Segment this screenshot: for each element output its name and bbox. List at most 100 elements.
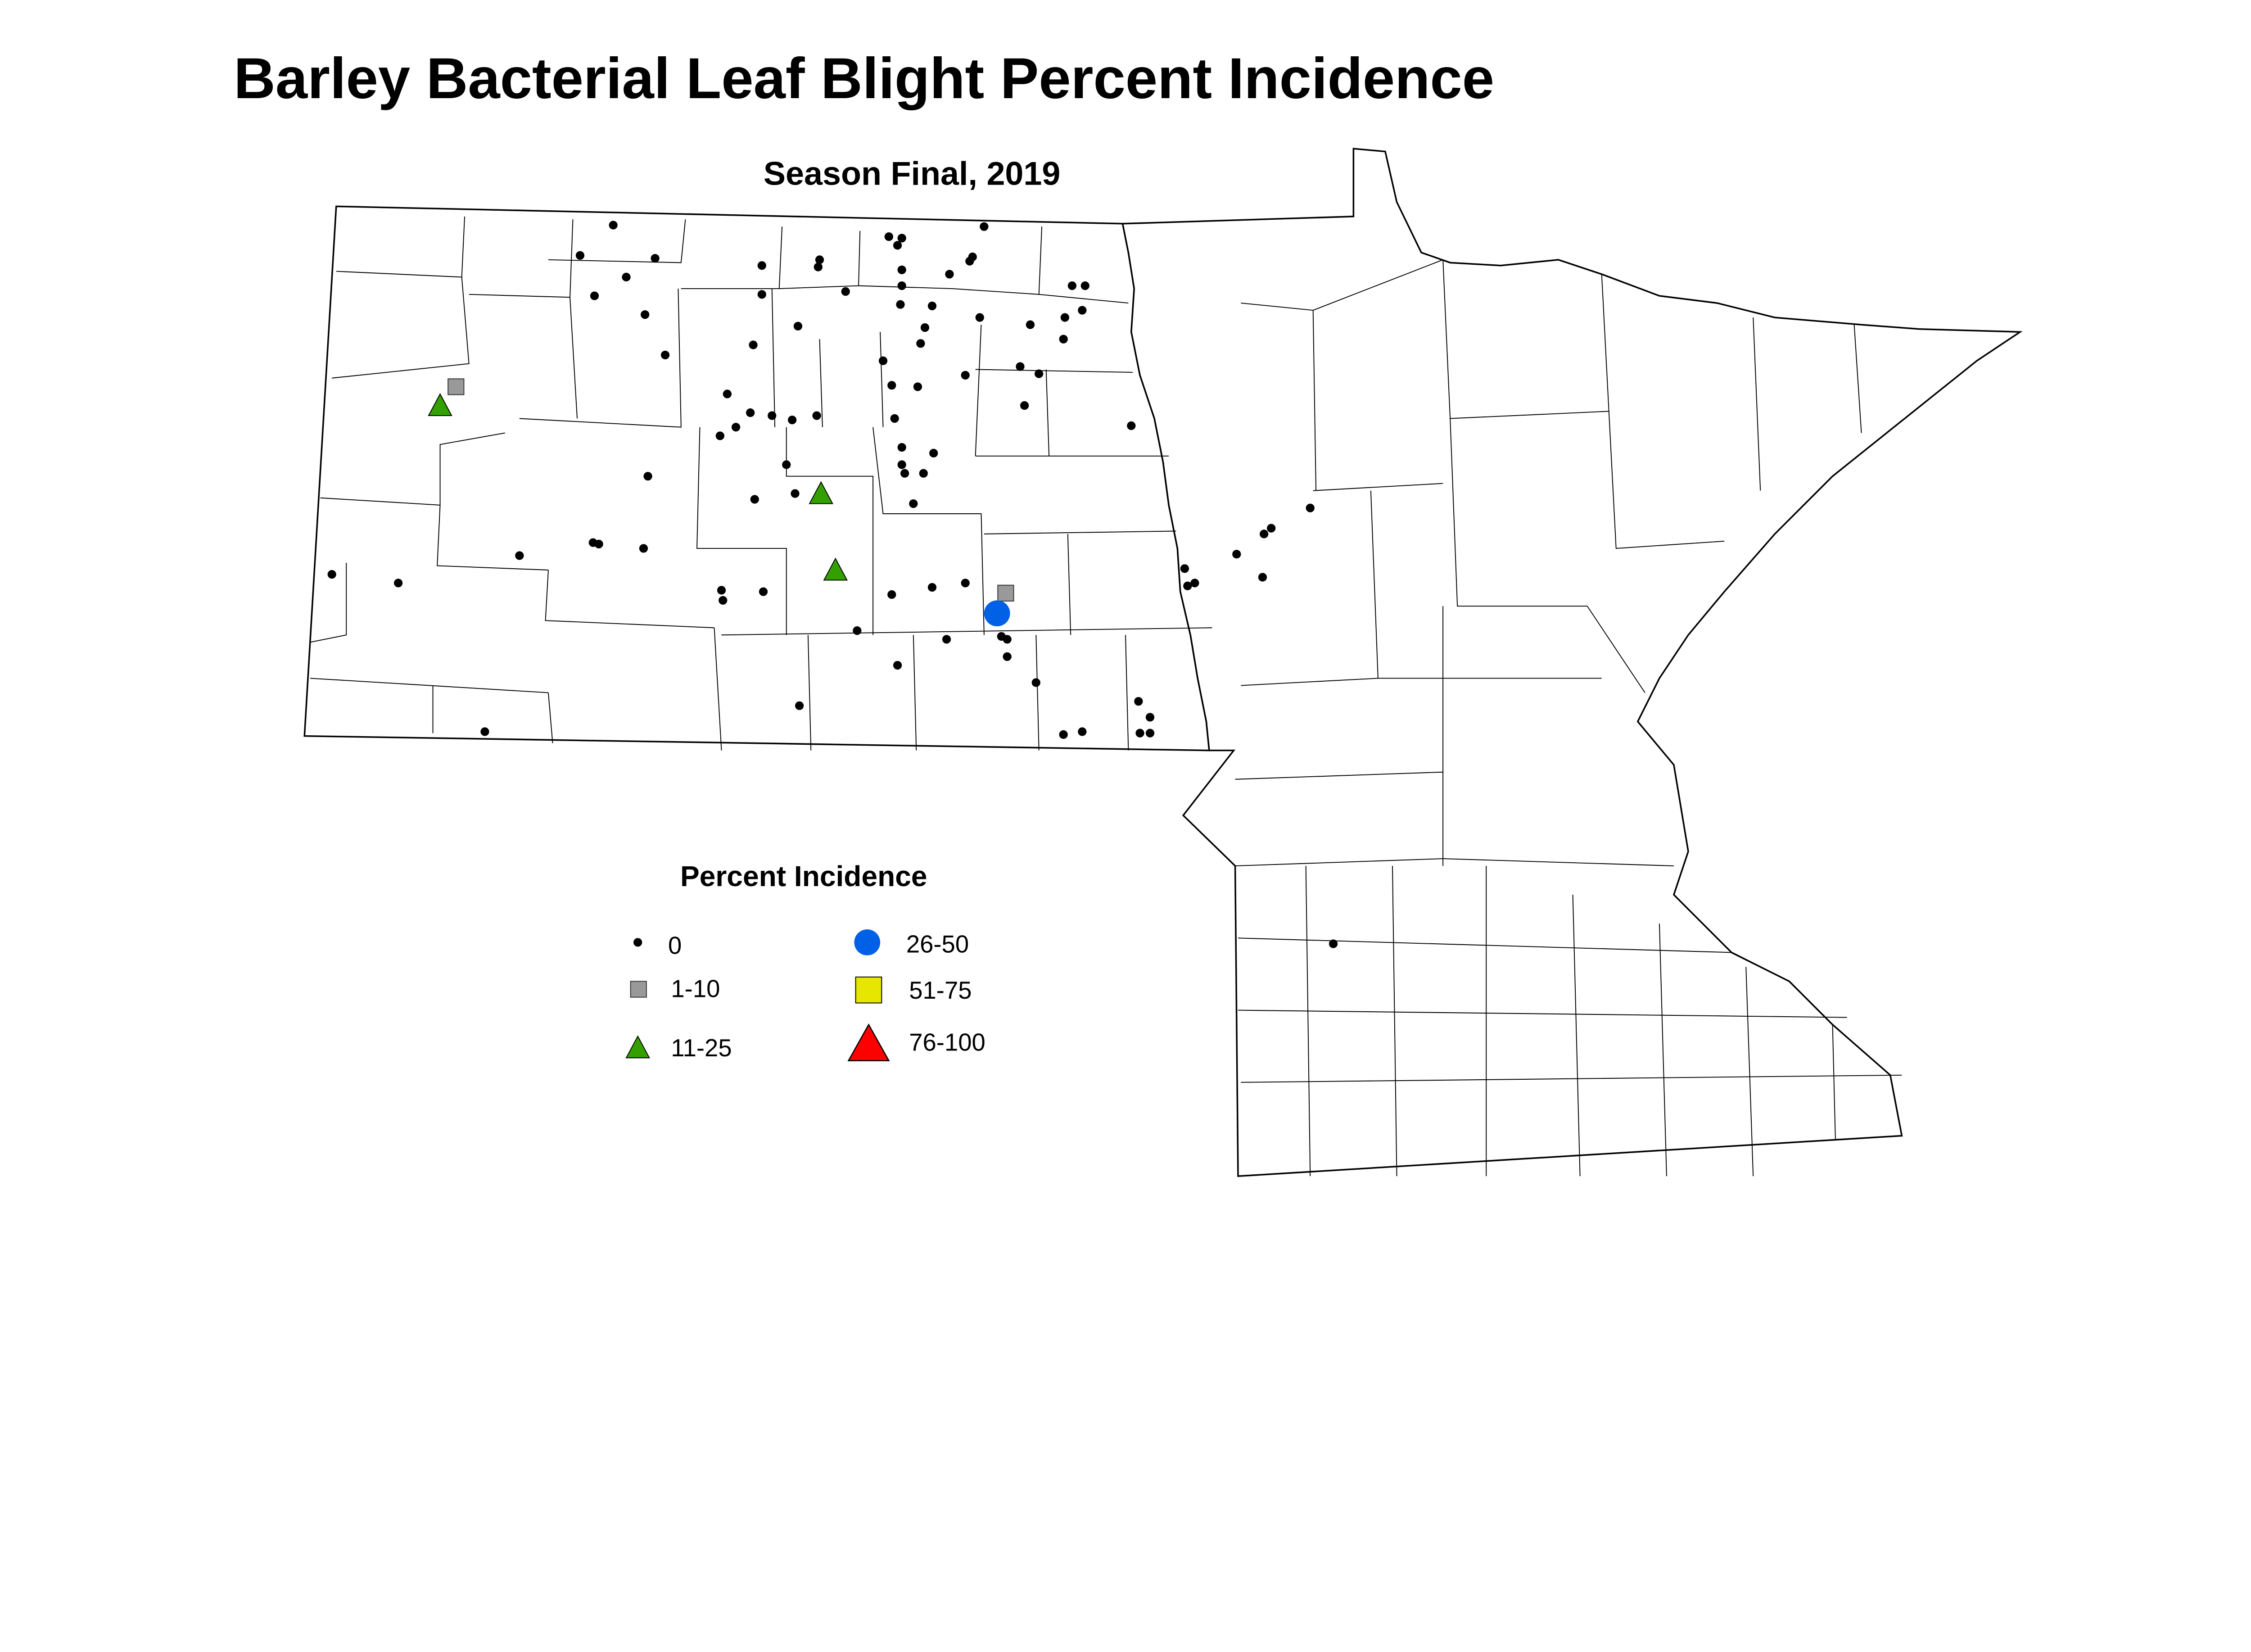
county-boundary: [975, 325, 982, 456]
site-marker-0: [480, 727, 489, 736]
site-marker-0: [1127, 421, 1136, 430]
site-marker-0: [1059, 335, 1068, 344]
site-marker-0: [1232, 550, 1241, 559]
county-boundary: [310, 562, 347, 643]
county-boundary: [1450, 418, 1587, 607]
county-boundary: [332, 277, 470, 379]
site-marker-0: [394, 579, 403, 588]
site-marker-0: [327, 570, 336, 579]
legend-label: 51-75: [909, 977, 972, 1004]
legend-title: Percent Incidence: [680, 860, 927, 892]
site-marker-0: [791, 489, 800, 498]
site-marker-0: [975, 313, 984, 322]
site-marker-0: [1180, 564, 1189, 573]
site-marker-0: [893, 661, 902, 670]
county-boundary: [1572, 895, 1581, 1177]
county-boundary: [1235, 858, 1674, 867]
site-marker-0: [732, 423, 741, 432]
site-marker-11-25: [823, 557, 848, 581]
site-marker-0: [929, 448, 938, 458]
county-boundary: [1832, 1024, 1836, 1141]
legend-square-icon: [630, 981, 647, 998]
county-boundary: [721, 627, 1212, 636]
county-boundary: [913, 635, 917, 751]
county-boundary: [1067, 534, 1071, 635]
site-marker-0: [782, 460, 791, 469]
site-marker-0: [594, 539, 603, 548]
county-boundary: [1313, 483, 1443, 491]
legend-item-4: 51-75: [855, 976, 972, 1004]
site-marker-0: [719, 596, 728, 605]
site-marker-0: [887, 381, 896, 390]
county-boundary: [1045, 369, 1050, 456]
site-marker-0: [1016, 362, 1025, 371]
site-marker-0: [1080, 281, 1089, 290]
site-marker-0: [749, 340, 758, 349]
legend-circle-icon: [854, 929, 881, 955]
county-boundary: [519, 289, 682, 428]
site-marker-0: [590, 291, 599, 300]
site-marker-0: [916, 339, 925, 348]
site-marker-0: [788, 416, 797, 425]
site-marker-0: [515, 551, 524, 560]
site-marker-0: [746, 408, 755, 417]
site-marker-0: [1003, 652, 1012, 661]
site-marker-0: [893, 241, 902, 250]
site-marker-0: [1267, 524, 1276, 533]
county-boundary: [547, 692, 553, 743]
county-boundary: [1235, 771, 1443, 780]
legend-item-0: 0: [633, 932, 682, 960]
legend-label: 26-50: [906, 930, 969, 958]
site-marker-0: [1260, 530, 1269, 539]
legend-triangle-icon: [625, 1035, 650, 1059]
site-marker-0: [1145, 729, 1155, 738]
county-lines: [310, 216, 1902, 1177]
legend-item-2: 11-25: [625, 1034, 732, 1062]
states: [303, 148, 2023, 1177]
site-marker-0: [897, 234, 906, 243]
site-marker-0: [768, 411, 777, 420]
legend: Percent Incidence 0 1-10 11-25 26-50 51-…: [625, 860, 985, 1062]
site-marker-0: [812, 411, 821, 420]
county-boundary: [1853, 325, 1862, 433]
county-boundary: [1238, 1009, 1847, 1018]
county-boundary: [807, 635, 812, 751]
map-subtitle: Season Final, 2019: [764, 154, 1061, 192]
site-marker-0: [965, 257, 974, 266]
legend-item-1: 1-10: [630, 975, 720, 1003]
site-marker-0: [622, 272, 631, 281]
site-marker-0: [815, 255, 824, 264]
site-marker-0: [945, 270, 954, 279]
legend-label: 76-100: [909, 1028, 985, 1056]
county-boundary: [1305, 866, 1311, 1177]
site-marker-0: [757, 290, 766, 299]
county-boundary: [1313, 259, 1443, 311]
site-marker-0: [853, 626, 862, 635]
county-boundary: [1608, 411, 1725, 549]
site-marker-11-25: [809, 481, 833, 504]
county-boundary: [1442, 259, 1609, 419]
legend-square-icon: [855, 976, 882, 1004]
site-marker-0: [1020, 401, 1029, 410]
legend-item-5: 76-100: [847, 1023, 985, 1062]
county-boundary: [1238, 937, 1732, 953]
county-boundary: [320, 432, 505, 506]
site-marker-0: [897, 265, 906, 274]
site-marker-0: [841, 287, 850, 296]
map-title: Barley Bacterial Leaf Blight Percent Inc…: [234, 46, 1494, 111]
site-marker-0: [715, 431, 724, 440]
site-marker-0: [639, 544, 648, 553]
site-marker-0: [909, 499, 918, 508]
legend-label: 0: [668, 932, 682, 960]
county-boundary: [570, 297, 578, 419]
county-boundary: [1392, 866, 1397, 1177]
county-boundary: [819, 339, 823, 427]
site-marker-11-25: [428, 393, 452, 416]
county-boundary: [975, 369, 1133, 373]
site-marker-0: [1059, 730, 1068, 739]
county-boundary: [1035, 635, 1040, 751]
site-marker-0: [651, 254, 660, 263]
legend-item-3: 26-50: [854, 929, 969, 958]
site-marker-0: [1329, 939, 1338, 948]
site-marker-0: [641, 310, 650, 319]
